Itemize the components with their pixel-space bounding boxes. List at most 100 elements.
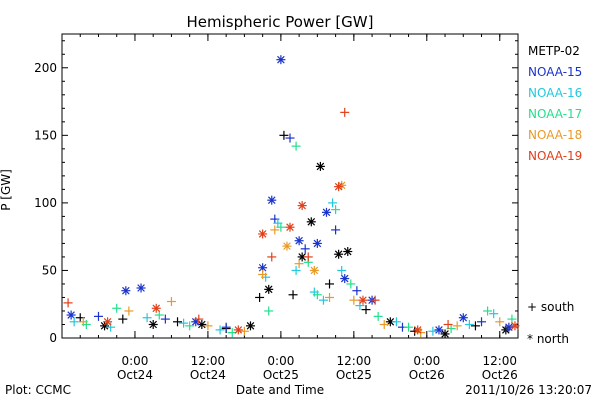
data-point-north	[285, 222, 295, 232]
data-point-north	[276, 55, 286, 65]
data-point-south	[379, 319, 389, 329]
marker-stroke	[295, 236, 303, 245]
x-tick-date-label: Oct24	[117, 368, 153, 382]
y-tick-label: 200	[34, 61, 57, 75]
legend-entry: NOAA-16	[528, 86, 582, 100]
data-point-north	[440, 329, 450, 339]
data-point-north	[510, 321, 520, 331]
data-point-south	[312, 290, 322, 300]
marker-stroke	[435, 326, 443, 334]
data-point-north	[267, 195, 277, 205]
data-point-north	[358, 295, 368, 305]
data-point-south	[331, 205, 341, 215]
data-point-south	[477, 317, 487, 327]
marker-stroke	[100, 322, 109, 330]
marker-stroke	[310, 266, 319, 275]
marker-stroke	[198, 320, 206, 329]
data-point-north	[321, 207, 331, 217]
marker-stroke	[359, 296, 367, 304]
data-point-south	[239, 326, 249, 336]
x-tick-date-label: Oct25	[336, 368, 372, 382]
data-point-south	[258, 269, 268, 279]
data-point-south	[346, 279, 356, 289]
data-point-north	[434, 325, 444, 335]
data-point-north	[245, 321, 255, 331]
marker-stroke	[298, 253, 306, 261]
marker-stroke	[283, 242, 291, 250]
data-point-south	[318, 295, 328, 305]
data-point-south	[300, 244, 310, 254]
marker-legend-entry: * north	[527, 332, 569, 346]
data-point-south	[464, 319, 474, 329]
marker-stroke	[316, 162, 325, 171]
legend-entry: NOAA-17	[528, 107, 582, 121]
x-tick-time-label: 12:00	[482, 354, 517, 368]
data-point-south	[495, 317, 505, 327]
x-axis-label: Date and Time	[236, 383, 324, 397]
x-tick-time-label: 0:00	[413, 354, 440, 368]
data-point-south	[489, 309, 499, 319]
data-point-south	[279, 130, 289, 140]
chart-title: Hemispheric Power [GW]	[187, 13, 374, 31]
y-tick-label: 100	[34, 196, 57, 210]
x-tick-date-label: Oct26	[482, 368, 518, 382]
data-point-south	[203, 321, 213, 331]
plot-frame	[61, 33, 519, 339]
data-point-south	[173, 317, 183, 327]
data-point-south	[215, 325, 225, 335]
marker-stroke	[322, 208, 331, 217]
data-point-north	[258, 229, 268, 239]
marker-stroke	[334, 250, 343, 259]
data-point-north	[458, 313, 468, 323]
marker-stroke	[122, 286, 130, 295]
x-tick-date-label: Oct26	[409, 368, 445, 382]
marker-stroke	[334, 182, 343, 191]
plot-timestamp: 2011/10/26 13:20:07	[465, 383, 592, 397]
data-point-south	[331, 225, 341, 235]
data-point-north	[258, 263, 268, 273]
data-point-south	[325, 292, 335, 302]
data-point-south	[303, 252, 313, 262]
x-tick-time-label: 12:00	[337, 354, 372, 368]
data-point-south	[255, 292, 265, 302]
marker-stroke	[340, 274, 349, 283]
marker-stroke	[307, 218, 316, 226]
data-point-south	[160, 314, 170, 324]
data-point-south	[391, 317, 401, 327]
data-point-south	[112, 303, 122, 313]
data-point-south	[78, 317, 88, 327]
data-point-north	[233, 325, 243, 335]
data-point-south	[507, 314, 517, 324]
data-point-south	[93, 311, 103, 321]
marker-stroke	[313, 239, 322, 248]
legend-entry: NOAA-19	[528, 149, 582, 163]
data-point-north	[340, 274, 350, 284]
data-point-south	[291, 141, 301, 151]
marker-stroke	[343, 247, 352, 256]
data-point-south	[404, 322, 414, 332]
data-point-north	[312, 238, 322, 248]
data-point-north	[282, 241, 292, 251]
y-tick-label: 50	[42, 263, 57, 277]
data-point-south	[194, 314, 204, 324]
data-point-south	[443, 319, 453, 329]
data-point-north	[297, 201, 307, 211]
data-point-north	[334, 249, 344, 259]
data-point-south	[352, 286, 362, 296]
data-point-south	[276, 222, 286, 232]
data-point-south	[452, 321, 462, 331]
marker-stroke	[413, 326, 422, 334]
data-point-north	[264, 284, 274, 294]
data-point-north	[151, 303, 161, 313]
data-point-south	[428, 326, 438, 336]
data-point-north	[334, 182, 344, 192]
data-point-south	[291, 265, 301, 275]
data-point-south	[221, 322, 231, 332]
data-point-south	[470, 321, 480, 331]
data-point-north	[343, 247, 353, 257]
data-point-south	[267, 252, 277, 262]
marker-stroke	[258, 230, 267, 238]
marker-stroke	[246, 322, 255, 330]
marker-legend-entry: + south	[527, 300, 574, 314]
data-point-south	[328, 198, 338, 208]
